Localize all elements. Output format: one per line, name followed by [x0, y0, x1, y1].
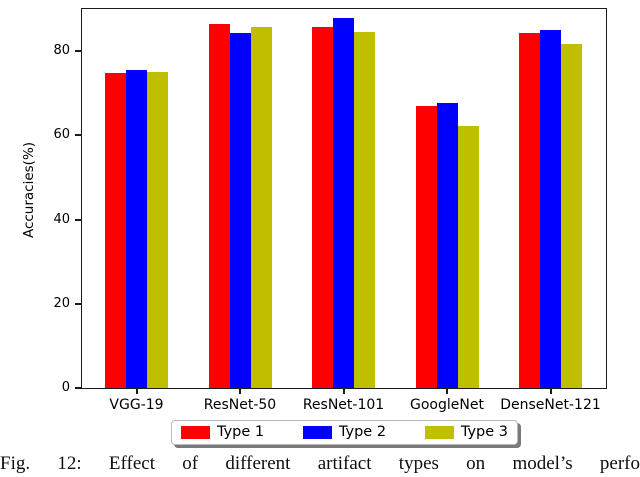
- bar-type-1-densenet-121: [519, 32, 540, 388]
- legend-item-type-2: Type 2: [302, 424, 387, 441]
- y-tick: [75, 50, 81, 53]
- bar-type-2-densenet-121: [540, 30, 561, 388]
- bar-type-3-googlenet: [457, 125, 479, 388]
- legend-item-type-1: Type 1: [181, 425, 264, 440]
- bar-type-1-googlenet: [415, 105, 437, 388]
- y-tick-label: 0: [61, 380, 70, 395]
- x-tick: [342, 389, 345, 394]
- bar-type-2-vgg-19: [126, 69, 147, 388]
- legend-label: Type 2: [338, 424, 387, 441]
- y-axis-label: Accuracies(%): [21, 141, 37, 239]
- legend-label: Type 3: [460, 424, 508, 441]
- y-tick: [75, 218, 81, 221]
- x-category-label-resnet-101: ResNet-101: [302, 397, 385, 413]
- bar-type-3-vgg-19: [147, 72, 168, 388]
- figure-caption: Fig. 12: Effect of different artifact ty…: [0, 453, 640, 474]
- legend-label: Type 1: [217, 424, 265, 441]
- bar-type-1-resnet-50: [208, 24, 230, 388]
- bar-type-3-densenet-121: [561, 43, 582, 388]
- legend: Type 1 Type 2 Type 3: [171, 420, 518, 445]
- x-tick: [549, 389, 552, 394]
- bar-type-2-resnet-50: [229, 33, 251, 388]
- x-category-label-googlenet: GoogleNet: [410, 397, 484, 413]
- bar-type-2-resnet-101: [333, 17, 354, 388]
- plot-area: [75, 8, 607, 389]
- y-tick-label: 20: [53, 295, 70, 311]
- bar-type-1-vgg-19: [105, 73, 126, 388]
- legend-item-type-3: Type 3: [424, 424, 508, 441]
- x-tick: [446, 389, 448, 394]
- bar-type-2-googlenet: [436, 102, 458, 388]
- legend-swatch-type-1: [181, 426, 210, 439]
- y-tick: [75, 302, 81, 305]
- legend-swatch-type-3: [424, 426, 454, 439]
- bar-type-3-resnet-101: [354, 32, 375, 388]
- bar-type-3-resnet-50: [250, 27, 272, 388]
- y-tick-label: 60: [53, 127, 70, 143]
- y-tick: [75, 134, 81, 137]
- y-tick-label: 40: [53, 211, 70, 227]
- bar-type-1-resnet-101: [312, 27, 333, 388]
- y-tick: [75, 387, 81, 389]
- y-tick-label: 80: [53, 43, 70, 59]
- x-tick: [239, 389, 241, 394]
- x-category-label-vgg-19: VGG-19: [109, 397, 164, 413]
- x-category-label-densenet-121: DenseNet-121: [500, 397, 601, 413]
- legend-swatch-type-2: [302, 426, 332, 439]
- x-tick: [135, 389, 138, 394]
- x-category-label-resnet-50: ResNet-50: [203, 397, 277, 413]
